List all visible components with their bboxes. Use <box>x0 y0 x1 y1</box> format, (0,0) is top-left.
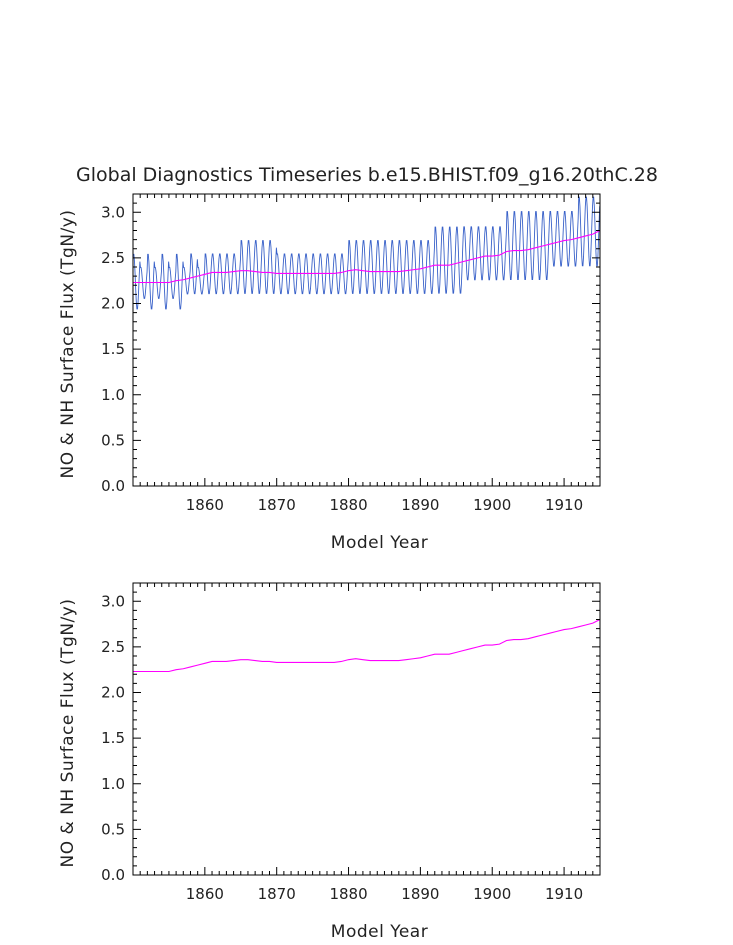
x-tick-label: 1890 <box>401 885 439 903</box>
x-tick-label: 1860 <box>186 496 224 514</box>
y-tick-label: 1.0 <box>101 386 125 404</box>
x-tick-label: 1890 <box>401 496 439 514</box>
x-axis-label: Model Year <box>331 533 428 553</box>
y-tick-label: 0.5 <box>101 820 125 838</box>
series-line-annual-mean <box>133 619 600 673</box>
y-tick-label: 3.0 <box>101 592 125 610</box>
x-tick-label: 1910 <box>545 885 583 903</box>
y-tick-label: 1.0 <box>101 775 125 793</box>
x-tick-label: 1870 <box>258 885 296 903</box>
y-tick-label: 2.5 <box>101 638 125 656</box>
plot-frame <box>132 582 601 876</box>
x-tick-label: 1900 <box>473 496 511 514</box>
y-tick-label: 2.0 <box>101 295 125 313</box>
y-tick-label: 2.0 <box>101 684 125 702</box>
series-line-monthly <box>133 196 600 310</box>
y-axis-label: NO & NH Surface Flux (TgN/y) <box>58 599 78 868</box>
figure-title: Global Diagnostics Timeseries b.e15.BHIS… <box>76 164 658 186</box>
x-tick-label: 1910 <box>545 496 583 514</box>
y-tick-label: 0.0 <box>101 477 125 495</box>
x-tick-label: 1880 <box>329 885 367 903</box>
y-axis-label: NO & NH Surface Flux (TgN/y) <box>58 210 78 479</box>
series-line-annual-mean <box>133 230 600 284</box>
x-tick-label: 1870 <box>258 496 296 514</box>
y-tick-label: 0.0 <box>101 866 125 884</box>
plot-series-group <box>133 619 600 673</box>
x-tick-label: 1860 <box>186 885 224 903</box>
timeseries-plot-bottom: 1860 1870 1880 1890 1900 1910 0.0 0.5 1.0 1.5 2.0 2… <box>58 582 601 942</box>
y-tick-label: 2.5 <box>101 249 125 267</box>
y-tick-label: 0.5 <box>101 431 125 449</box>
timeseries-plot-top: 1860 1870 1880 1890 1900 1910 0.0 0.5 1.0 1.5 2.0 2… <box>58 193 601 553</box>
x-tick-label: 1880 <box>329 496 367 514</box>
y-tick-label: 1.5 <box>101 729 125 747</box>
y-tick-label: 3.0 <box>101 203 125 221</box>
x-tick-label: 1900 <box>473 885 511 903</box>
plot-series-group <box>133 196 600 310</box>
y-tick-label: 1.5 <box>101 340 125 358</box>
x-axis-label: Model Year <box>331 922 428 942</box>
